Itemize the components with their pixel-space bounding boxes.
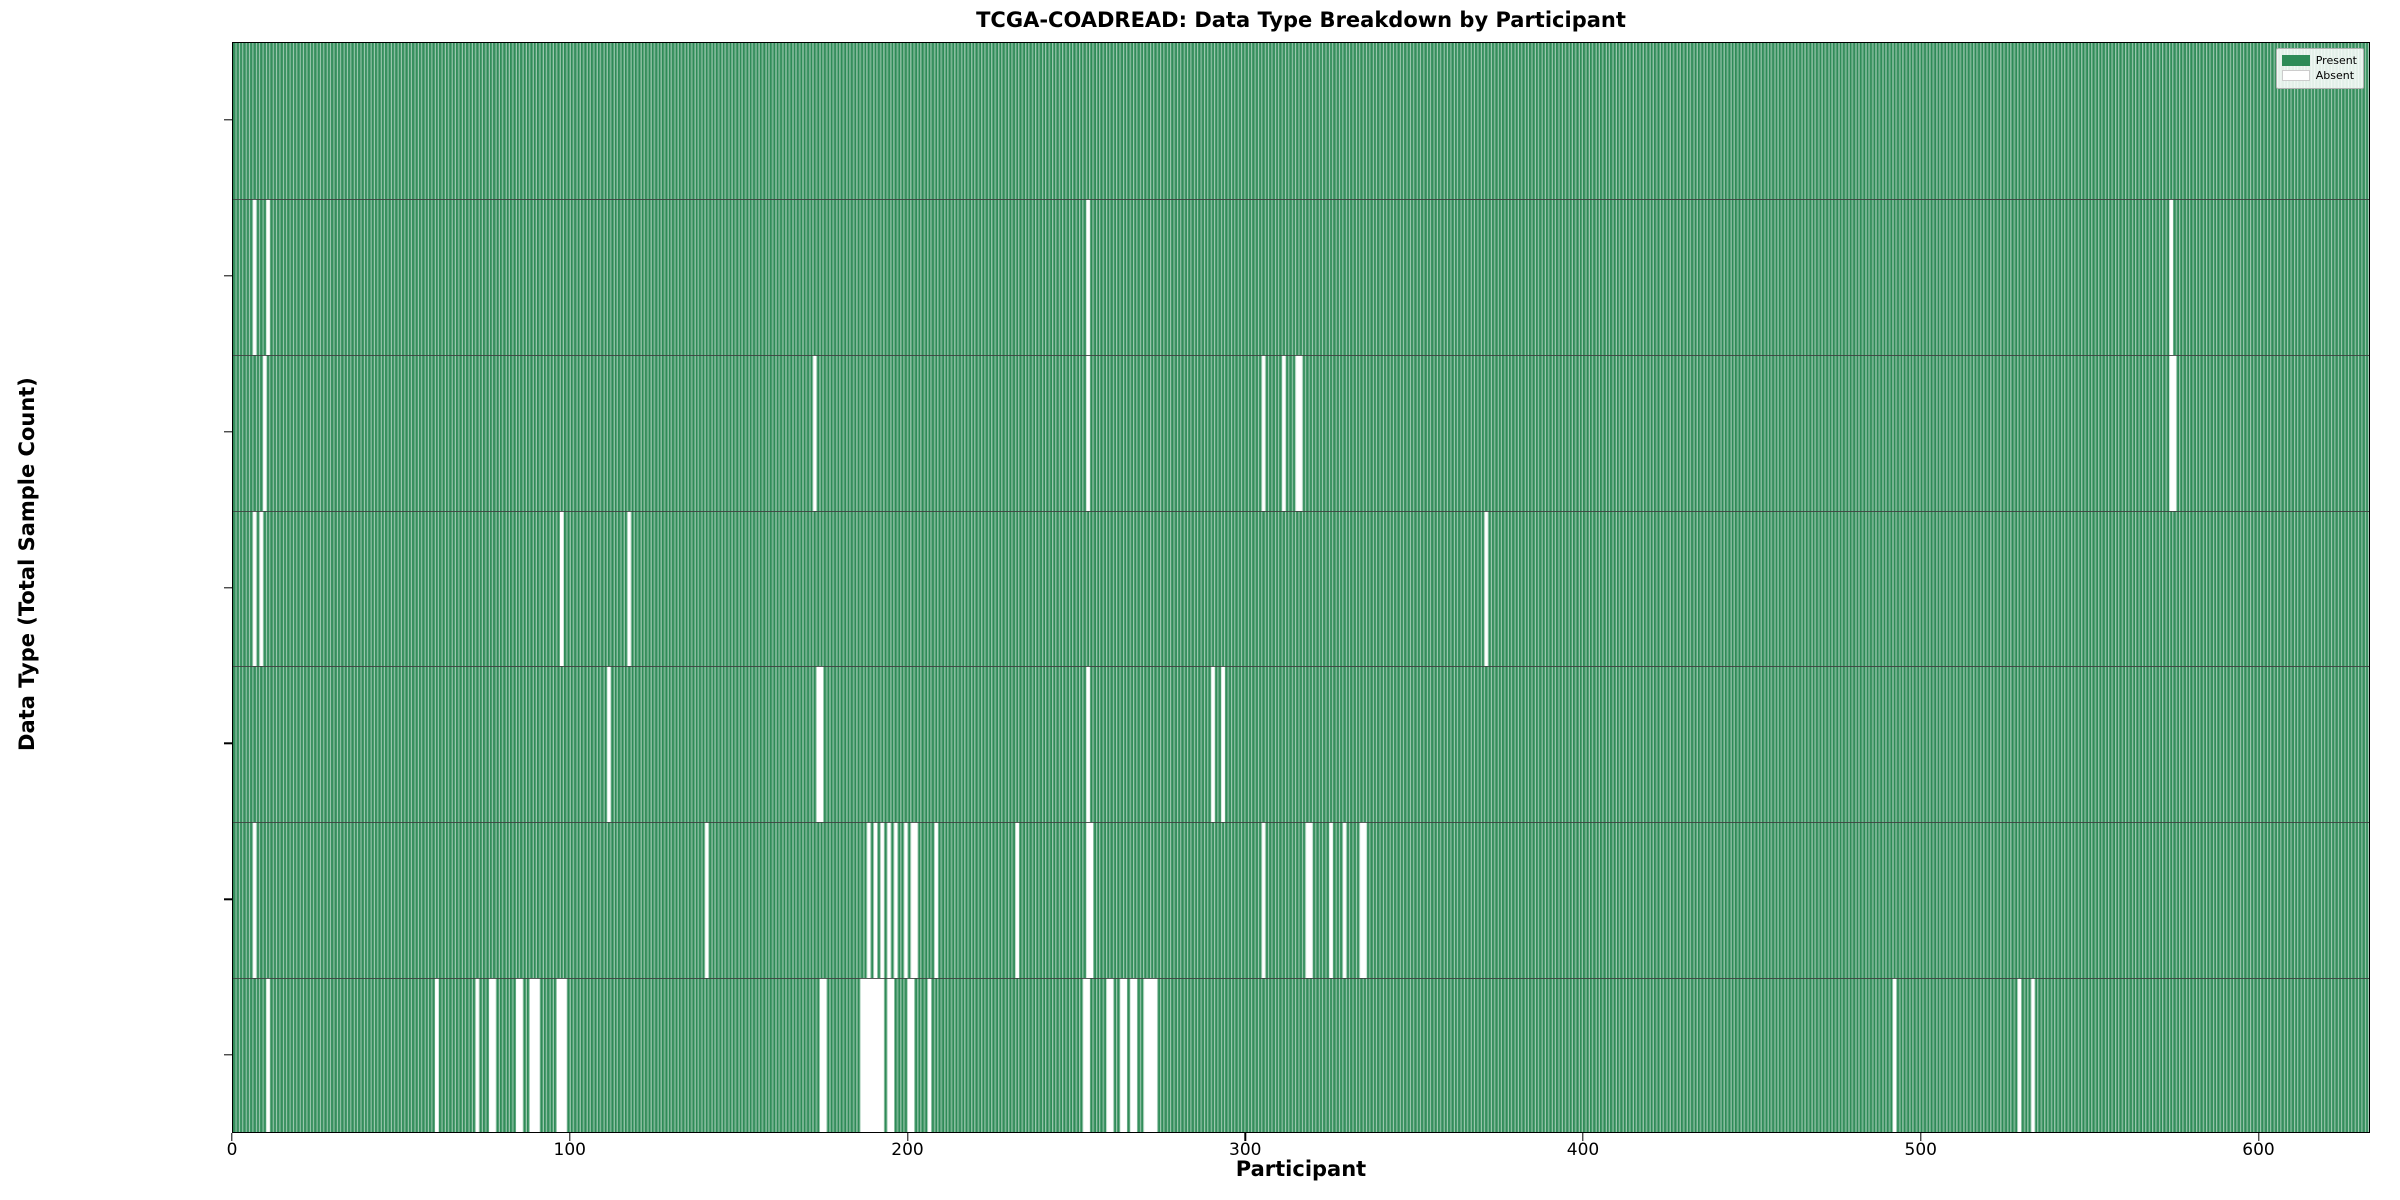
row-separator xyxy=(233,198,2369,200)
row-separator xyxy=(233,510,2369,512)
legend-swatch-icon xyxy=(2281,70,2310,82)
x-tick-label: 0 xyxy=(226,1140,238,1160)
heatmap-row xyxy=(233,822,2369,979)
x-tick-mark xyxy=(1244,1133,1246,1141)
heatmap-row-canvas xyxy=(233,198,2369,355)
x-tick-label: 300 xyxy=(1229,1140,1262,1160)
y-tick-mark xyxy=(224,586,232,589)
legend-swatch-icon xyxy=(2281,55,2310,67)
y-axis-label: Data Type (Total Sample Count) xyxy=(15,377,39,751)
x-tick-label: 400 xyxy=(1566,1140,1600,1160)
heatmap-row xyxy=(233,666,2369,823)
heatmap-row-canvas xyxy=(233,666,2369,823)
x-tick-mark xyxy=(569,1133,571,1141)
heatmap-row xyxy=(233,354,2369,511)
heatmap-row xyxy=(233,978,2369,1132)
x-tick-label: 200 xyxy=(891,1140,924,1160)
x-tick-label: 600 xyxy=(2242,1140,2275,1160)
legend-label: Present xyxy=(2315,54,2357,67)
y-tick-mark xyxy=(224,742,232,745)
x-tick-label: 100 xyxy=(553,1140,586,1160)
heatmap-row xyxy=(233,198,2369,355)
heatmap-row xyxy=(233,43,2369,199)
heatmap-row-canvas xyxy=(233,822,2369,979)
row-separator xyxy=(233,822,2369,824)
x-axis-label: Participant xyxy=(1235,1157,1367,1181)
legend-entry: Present xyxy=(2281,54,2357,68)
y-tick-mark xyxy=(224,275,232,277)
heatmap-row-canvas xyxy=(233,510,2369,667)
chart-title: TCGA-COADREAD: Data Type Breakdown by Pa… xyxy=(976,8,1626,32)
y-tick-mark xyxy=(224,119,232,121)
heatmap-row-canvas xyxy=(233,978,2369,1132)
y-tick-mark xyxy=(224,430,232,433)
legend-entry: Absent xyxy=(2281,68,2357,83)
x-tick-mark xyxy=(906,1133,909,1141)
heatmap-row xyxy=(233,510,2369,667)
plot-area[interactable] xyxy=(232,42,2370,1133)
x-tick-mark xyxy=(1582,1133,1584,1141)
legend: Present Absent xyxy=(2275,48,2364,89)
row-separator xyxy=(233,354,2369,356)
heatmap-row-canvas xyxy=(233,43,2369,199)
x-tick-mark xyxy=(2257,1133,2260,1141)
row-separator xyxy=(233,978,2369,980)
x-tick-mark xyxy=(231,1133,233,1141)
heatmap-rows xyxy=(233,43,2369,1132)
x-tick-label: 500 xyxy=(1904,1140,1938,1160)
heatmap-row-canvas xyxy=(233,354,2369,511)
legend-label: Absent xyxy=(2315,68,2355,82)
y-tick-mark xyxy=(224,898,232,900)
x-tick-mark xyxy=(1920,1133,1922,1141)
row-separator xyxy=(233,666,2369,668)
y-tick-mark xyxy=(224,1054,232,1056)
